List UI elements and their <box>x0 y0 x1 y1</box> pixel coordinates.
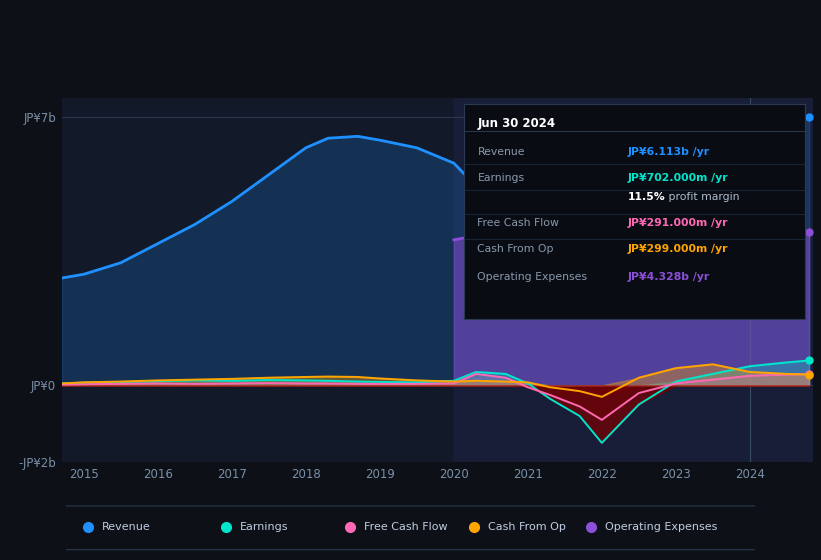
Text: Free Cash Flow: Free Cash Flow <box>478 218 559 228</box>
Text: Operating Expenses: Operating Expenses <box>478 272 588 282</box>
Text: Earnings: Earnings <box>240 522 288 532</box>
Text: JP¥6.113b /yr: JP¥6.113b /yr <box>627 147 709 157</box>
Text: Revenue: Revenue <box>478 147 525 157</box>
Text: Cash From Op: Cash From Op <box>478 244 554 254</box>
Text: 11.5%: 11.5% <box>627 193 665 202</box>
Text: JP¥4.328b /yr: JP¥4.328b /yr <box>627 272 709 282</box>
Bar <box>454 98 813 462</box>
Text: Jun 30 2024: Jun 30 2024 <box>478 116 556 129</box>
Text: Free Cash Flow: Free Cash Flow <box>364 522 447 532</box>
Text: profit margin: profit margin <box>665 193 740 202</box>
Text: Cash From Op: Cash From Op <box>488 522 566 532</box>
Text: Earnings: Earnings <box>478 173 525 183</box>
Text: JP¥291.000m /yr: JP¥291.000m /yr <box>627 218 728 228</box>
Text: Revenue: Revenue <box>102 522 150 532</box>
Text: JP¥299.000m /yr: JP¥299.000m /yr <box>627 244 728 254</box>
Text: JP¥702.000m /yr: JP¥702.000m /yr <box>627 173 728 183</box>
Text: Operating Expenses: Operating Expenses <box>605 522 718 532</box>
